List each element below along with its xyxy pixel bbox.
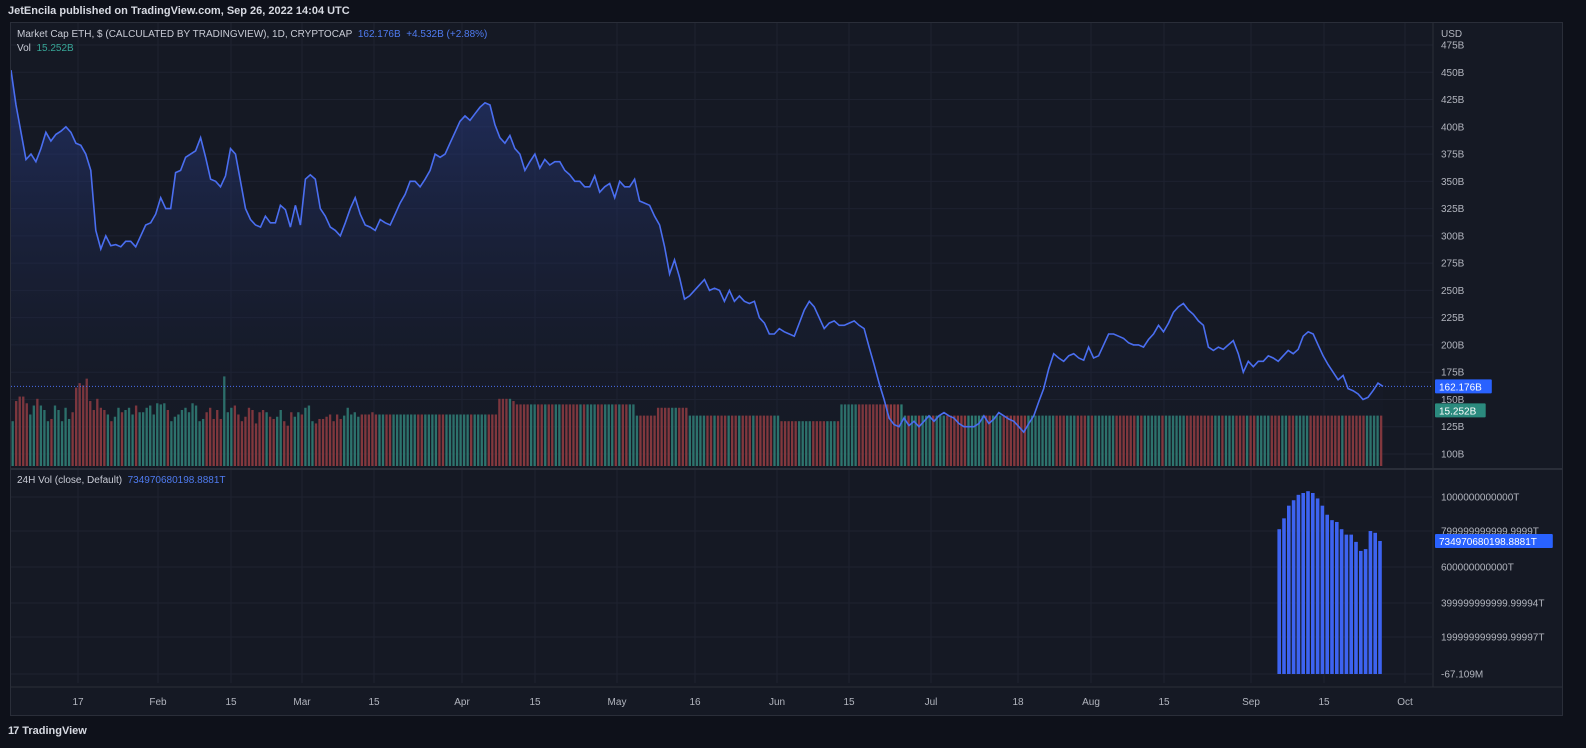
price-area (11, 70, 1383, 468)
chart-frame[interactable]: 475B 450B 425B 400B 375B 350B 325B 300B 275B 250B… (10, 22, 1563, 716)
legend-indicator: 24H Vol (close, Default) 734970680198.88… (17, 475, 226, 486)
price-tick-label: 150B (1441, 395, 1465, 406)
indicator-bar (1301, 493, 1305, 674)
legend-main: Market Cap ETH, $ (CALCULATED BY TRADING… (17, 29, 487, 40)
price-tick-label: 200B (1441, 340, 1465, 351)
indicator-bar (1363, 549, 1368, 674)
indicator-value-badge-bg (1435, 533, 1553, 548)
time-tick-label: Apr (454, 697, 470, 708)
indicator-bar (1306, 491, 1310, 674)
time-tick-label: Aug (1082, 697, 1100, 708)
legend-value: 162.176B (357, 29, 401, 40)
time-tick-label: Jul (925, 697, 938, 708)
chart-canvas[interactable]: 475B 450B 425B 400B 375B 350B 325B 300B 275B 250B… (11, 23, 1562, 715)
price-tick-label: 100B (1441, 450, 1465, 461)
last-price-badge: 162.176B (1439, 382, 1482, 393)
footer-brand[interactable]: TradingView (22, 725, 87, 737)
indicator-value-badge: 734970680198.8881T (1439, 537, 1537, 548)
last-price-badge-bg (1435, 379, 1492, 394)
legend-vol: Vol 15.252B (17, 43, 74, 54)
indicator-bar (1359, 550, 1363, 674)
price-line (11, 69, 1384, 434)
volume-badge: 15.252B (1439, 406, 1477, 417)
legend-indicator-value: 734970680198.8881T (127, 475, 226, 486)
time-tick-label: Mar (293, 697, 311, 708)
indicator-bar (1282, 518, 1286, 674)
legend-indicator-label[interactable]: 24H Vol (close, Default) (17, 475, 123, 486)
indicator-tick-label: 399999999999.99994T (1441, 599, 1544, 610)
legend-symbol[interactable]: Market Cap ETH, $ (CALCULATED BY TRADING… (17, 29, 353, 40)
time-tick-label: Oct (1397, 697, 1413, 708)
time-tick-label: Feb (149, 697, 167, 708)
time-tick-label: 15 (1318, 697, 1330, 708)
price-tick-label: 375B (1441, 150, 1465, 161)
indicator-tick-label: 199999999999.99997T (1441, 633, 1544, 644)
price-tick-label: 450B (1441, 68, 1465, 79)
price-tick-label: 475B (1441, 41, 1465, 52)
indicator-bar (1368, 531, 1373, 674)
indicator-bar (1330, 520, 1334, 674)
indicator-bar (1320, 505, 1325, 674)
price-tick-label: 425B (1441, 95, 1465, 106)
indicator-bar (1339, 529, 1344, 674)
time-tick-label: 15 (1158, 697, 1170, 708)
price-tick-label: 400B (1441, 122, 1465, 133)
time-tick-label: 15 (368, 697, 380, 708)
legend-vol-label[interactable]: Vol (17, 43, 31, 54)
indicator-bar (1291, 500, 1296, 674)
indicator-bar (1315, 498, 1320, 674)
indicator-tick-label: 600000000000T (1441, 563, 1514, 574)
indicator-bar (1277, 529, 1281, 674)
indicator-tick-label: 1000000000000T (1441, 493, 1519, 504)
published-header: JetEncila published on TradingView.com, … (8, 5, 350, 17)
time-tick-label: 15 (225, 697, 237, 708)
price-tick-label: 175B (1441, 368, 1465, 379)
indicator-bar (1287, 505, 1291, 674)
indicator-bar (1296, 494, 1301, 674)
time-tick-label: 15 (529, 697, 541, 708)
tradingview-logo-icon[interactable]: 17 (8, 725, 19, 737)
price-tick-label: 325B (1441, 204, 1465, 215)
time-tick-label: 18 (1012, 697, 1024, 708)
indicator-bar (1311, 493, 1315, 674)
price-tick-label: 125B (1441, 422, 1465, 433)
price-tick-label: 275B (1441, 259, 1465, 270)
indicator-bar (1335, 521, 1339, 674)
footer: 17 TradingView (8, 722, 87, 740)
indicator-tick-label: -67.109M (1441, 670, 1483, 681)
indicator-bar (1325, 514, 1329, 674)
time-tick-label: May (608, 697, 627, 708)
indicator-bar (1344, 534, 1349, 674)
legend-change: +4.532B (+2.88%) (406, 29, 488, 40)
indicator-tick-label: 799999999999.9999T (1441, 527, 1539, 538)
volume-badge-bg (1435, 403, 1486, 418)
indicator-bar (1373, 532, 1377, 674)
price-tick-label: 350B (1441, 177, 1465, 188)
indicator-bar (1349, 534, 1353, 674)
time-tick-label: Jun (769, 697, 785, 708)
time-tick-label: 17 (72, 697, 84, 708)
legend-vol-value: 15.252B (36, 43, 74, 54)
indicator-bar (1354, 541, 1358, 674)
price-tick-label: 300B (1441, 231, 1465, 242)
indicator-bar (1378, 540, 1382, 674)
price-tick-label: 250B (1441, 286, 1465, 297)
price-tick-label: 225B (1441, 313, 1465, 324)
time-tick-label: 16 (689, 697, 701, 708)
time-tick-label: 15 (843, 697, 855, 708)
time-tick-label: Sep (1242, 697, 1260, 708)
currency-label: USD (1441, 29, 1462, 40)
